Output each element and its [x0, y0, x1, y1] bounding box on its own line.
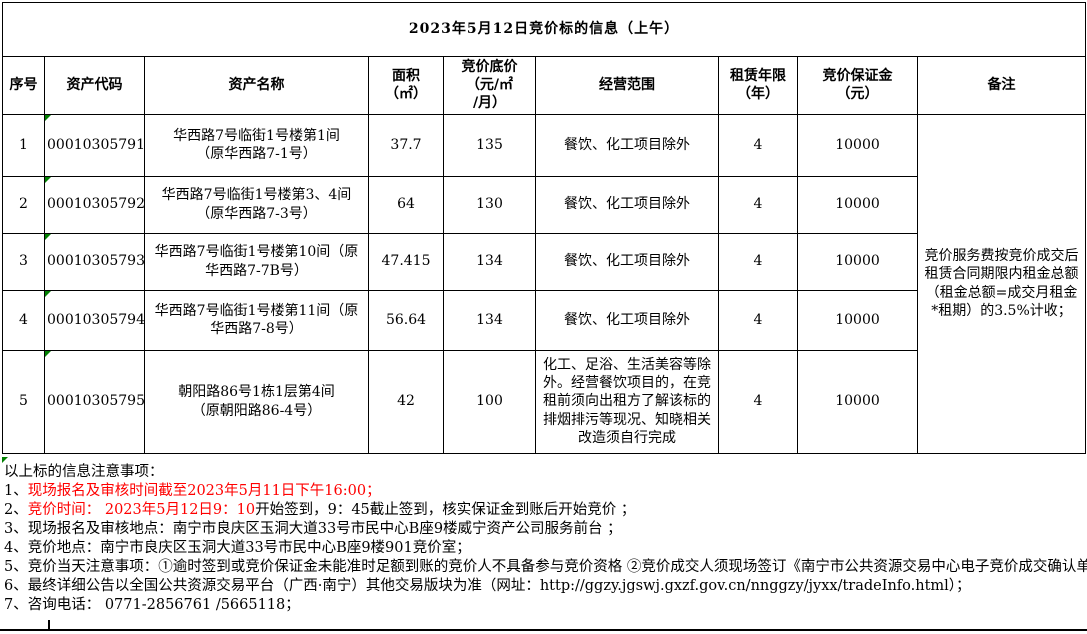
cell-error-flag-icon [45, 291, 51, 297]
table-row: 2 00010305792 华西路7号临街1号楼第3、4间 （原华西路7-3号）… [2, 175, 1086, 234]
cell-asset-name: 朝阳路86号1栋1层第4间 （原朝阳路86-4号） [144, 349, 369, 454]
cell-area: 42 [368, 349, 444, 454]
cell-asset-name: 华西路7号临街1号楼第11间（原 华西路7-8号） [144, 289, 369, 351]
page-title: 2023年5月12日竞价标的信息（上午） [2, 2, 1086, 57]
note-line: 3、现场报名及审核地点：南宁市良庆区玉洞大道33号市民中心B座9楼威宁资产公司服… [4, 520, 1084, 539]
cell-business-scope: 餐饮、化工项目除外 [535, 289, 719, 351]
note-text: 4、竞价地点：南宁市良庆区玉洞大道33号市民中心B座9楼901竞价室； [4, 540, 471, 556]
header-area: 面积 （㎡） [368, 56, 444, 115]
cell-error-flag-icon [45, 115, 51, 121]
cell-deposit: 10000 [797, 349, 918, 454]
cell-seq: 5 [2, 349, 45, 454]
note-line: 1、现场报名及审核时间截至2023年5月11日下午16:00； [4, 482, 1084, 501]
header-asset-name: 资产名称 [144, 56, 369, 115]
header-remark: 备注 [917, 56, 1086, 115]
cell-area: 64 [368, 175, 444, 234]
notes-section: 以上标的信息注意事项： 1、现场报名及审核时间截至2023年5月11日下午16:… [4, 463, 1087, 615]
asset-code-text: 00010305793 [47, 253, 145, 270]
header-business-scope: 经营范围 [535, 56, 719, 115]
note-line: 4、竞价地点：南宁市良庆区玉洞大道33号市民中心B座9楼901竞价室； [4, 539, 1084, 558]
cell-asset-code: 00010305794 [44, 289, 145, 351]
cell-seq: 3 [2, 232, 45, 291]
cell-business-scope: 餐饮、化工项目除外 [535, 113, 719, 177]
cell-error-flag-icon [45, 351, 51, 357]
bid-info-table: 2023年5月12日竞价标的信息（上午） 序号 资产代码 资产名称 面积 （㎡）… [2, 2, 1086, 454]
notes-heading: 以上标的信息注意事项： [4, 464, 164, 480]
header-asset-code: 资产代码 [44, 56, 145, 115]
asset-code-text: 00010305794 [47, 311, 145, 328]
asset-code-text: 00010305795 [47, 393, 145, 410]
cell-business-scope: 餐饮、化工项目除外 [535, 175, 719, 234]
cell-deposit: 10000 [797, 289, 918, 351]
cell-lease-years: 4 [718, 113, 798, 177]
header-deposit: 竞价保证金 （元） [797, 56, 918, 115]
cell-floor-price: 100 [443, 349, 536, 454]
cell-asset-name: 华西路7号临街1号楼第3、4间 （原华西路7-3号） [144, 175, 369, 234]
cell-seq: 1 [2, 113, 45, 177]
note-text: 1、 [4, 483, 28, 499]
table-row: 3 00010305793 华西路7号临街1号楼第10间（原 华西路7-7B号）… [2, 232, 1086, 291]
asset-code-text: 00010305791 [47, 136, 145, 153]
table-row: 5 00010305795 朝阳路86号1栋1层第4间 （原朝阳路86-4号） … [2, 349, 1086, 454]
cell-area: 47.415 [368, 232, 444, 291]
note-text: 7、咨询电话： 0771-2856761 /5665118； [4, 597, 300, 613]
cell-asset-name: 华西路7号临街1号楼第10间（原 华西路7-7B号） [144, 232, 369, 291]
asset-code-text: 00010305792 [47, 196, 145, 213]
note-text: 开始签到，9：45截止签到，核实保证金到账后开始竞价 ； [255, 502, 636, 518]
cell-error-flag-icon [2, 457, 8, 463]
note-text-highlighted: 竞价时间： 2023年5月12日9：10 [27, 502, 256, 518]
note-line: 6、最终详细公告以全国公共资源交易平台（广西·南宁）其他交易版块为准（网址：ht… [4, 577, 1084, 596]
cell-deposit: 10000 [797, 232, 918, 291]
cell-asset-code: 00010305791 [44, 113, 145, 177]
cell-remark-merged: 竞价服务费按竞价成交后 租赁合同期限内租金总额 （租金总额=成交月租金 *租期）… [917, 113, 1086, 454]
cell-lease-years: 4 [718, 289, 798, 351]
header-lease-years: 租赁年限 （年） [718, 56, 798, 115]
cell-business-scope: 化工、足浴、生活美容等除 外。经营餐饮项目的，在竞 租前须向出租方了解该标的 排… [535, 349, 719, 454]
table-row: 4 00010305794 华西路7号临街1号楼第11间（原 华西路7-8号） … [2, 289, 1086, 351]
note-text: 6、最终详细公告以全国公共资源交易平台（广西·南宁）其他交易版块为准（网址：ht… [4, 578, 971, 594]
cell-area: 37.7 [368, 113, 444, 177]
cell-seq: 2 [2, 175, 45, 234]
cell-lease-years: 4 [718, 175, 798, 234]
note-line: 5、竞价当天注意事项：①逾时签到或竞价保证金未能准时足额到账的竞价人不具备参与竞… [4, 558, 1087, 577]
header-seq: 序号 [2, 56, 45, 115]
cell-floor-price: 135 [443, 113, 536, 177]
note-line: 7、咨询电话： 0771-2856761 /5665118； [4, 596, 1084, 615]
cell-asset-code: 00010305792 [44, 175, 145, 234]
cell-lease-years: 4 [718, 349, 798, 454]
note-text: 3、现场报名及审核地点：南宁市良庆区玉洞大道33号市民中心B座9楼威宁资产公司服… [4, 521, 622, 537]
cell-area: 56.64 [368, 289, 444, 351]
table-header-row: 序号 资产代码 资产名称 面积 （㎡） 竞价底价 （元/㎡ /月） 经营范围 租… [2, 56, 1086, 115]
cell-deposit: 10000 [797, 113, 918, 177]
note-text: 5、竞价当天注意事项：①逾时签到或竞价保证金未能准时足额到账的竞价人不具备参与竞… [4, 559, 1087, 575]
cell-seq: 4 [2, 289, 45, 351]
sheet-bottom-divider [0, 629, 1087, 631]
cell-error-flag-icon [45, 234, 51, 240]
cell-deposit: 10000 [797, 175, 918, 234]
sheet-grid-tick [48, 620, 50, 630]
cell-asset-code: 00010305793 [44, 232, 145, 291]
note-text: 2、 [4, 502, 28, 518]
cell-asset-code: 00010305795 [44, 349, 145, 454]
note-text-highlighted: 现场报名及审核时间截至2023年5月11日下午16:00； [27, 483, 381, 499]
cell-error-flag-icon [45, 177, 51, 183]
header-floor-price: 竞价底价 （元/㎡ /月） [443, 56, 536, 115]
cell-floor-price: 134 [443, 232, 536, 291]
cell-lease-years: 4 [718, 232, 798, 291]
note-line: 2、竞价时间： 2023年5月12日9：10开始签到，9：45截止签到，核实保证… [4, 501, 1084, 520]
title-row: 2023年5月12日竞价标的信息（上午） [2, 2, 1086, 57]
cell-floor-price: 130 [443, 175, 536, 234]
cell-business-scope: 餐饮、化工项目除外 [535, 232, 719, 291]
table-row: 1 00010305791 华西路7号临街1号楼第1间 （原华西路7-1号） 3… [2, 113, 1086, 454]
cell-floor-price: 134 [443, 289, 536, 351]
cell-asset-name: 华西路7号临街1号楼第1间 （原华西路7-1号） [144, 113, 369, 177]
